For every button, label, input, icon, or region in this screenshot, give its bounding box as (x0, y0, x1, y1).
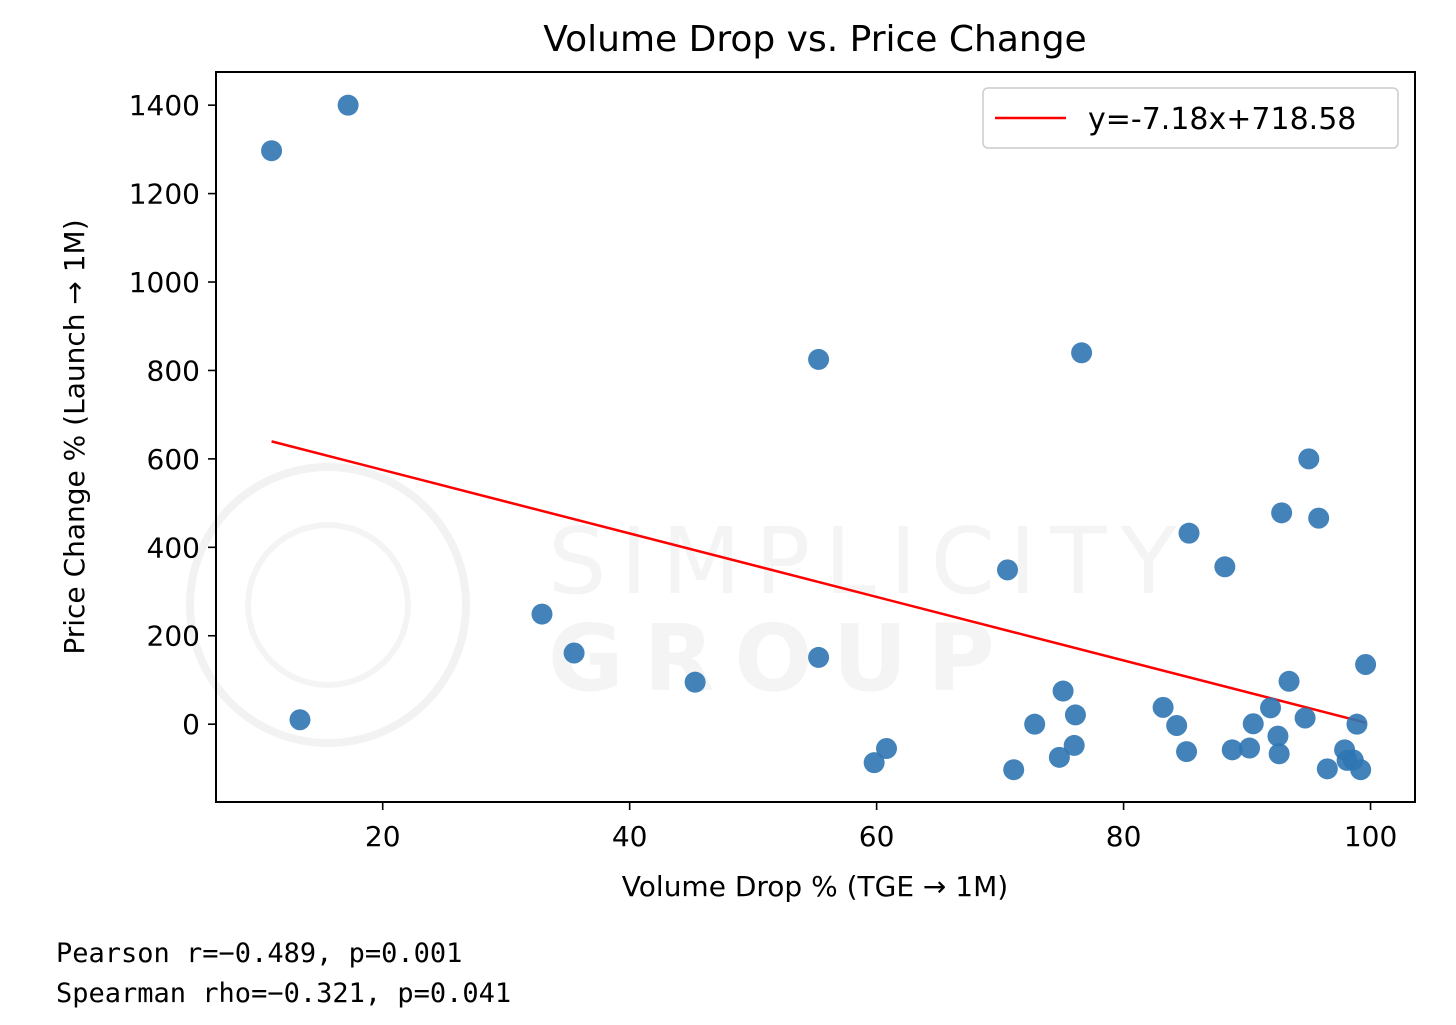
data-point (863, 752, 885, 774)
data-point (1308, 507, 1330, 529)
data-point (1052, 680, 1074, 702)
data-point (1298, 448, 1320, 470)
data-point (1178, 522, 1200, 544)
legend-label: y=-7.18x+718.58 (1088, 102, 1356, 137)
data-point (1242, 713, 1264, 735)
data-point (337, 94, 359, 116)
fit-layer (271, 440, 1366, 724)
data-point (808, 646, 830, 668)
y-axis: 0 200 400 600 800 1000 1200 1400 (129, 89, 216, 741)
y-tick-label: 1400 (129, 89, 200, 122)
x-axis: 20 40 60 80 100 (365, 802, 1397, 853)
x-tick-label: 100 (1344, 820, 1397, 853)
watermark-logo-inner (245, 522, 411, 688)
y-tick-label: 800 (147, 354, 200, 387)
x-tick-label: 20 (365, 820, 401, 853)
data-point (1316, 758, 1338, 780)
data-point (808, 348, 830, 370)
data-point (289, 709, 311, 731)
y-tick-label: 1200 (129, 178, 200, 211)
legend: y=-7.18x+718.58 (982, 87, 1399, 149)
data-point (1214, 556, 1236, 578)
data-point (997, 559, 1019, 581)
legend-box (982, 87, 1399, 149)
regression-line (271, 440, 1366, 724)
data-point (1294, 707, 1316, 729)
scatter-chart: SIMPLICITY GROUP Volume Drop vs. Price C… (58, 19, 1416, 903)
data-point (1003, 759, 1025, 781)
data-point (1278, 670, 1300, 692)
x-axis-label: Volume Drop % (TGE → 1M) (622, 870, 1008, 903)
data-point (1267, 725, 1289, 747)
chart-title: Volume Drop vs. Price Change (543, 19, 1086, 60)
data-point (1260, 697, 1282, 719)
x-tick-label: 80 (1106, 820, 1142, 853)
data-point (876, 737, 898, 759)
watermark-logo-icon (186, 463, 470, 747)
y-axis-label: Price Change % (Launch → 1M) (58, 219, 91, 654)
data-point (1271, 502, 1293, 524)
data-point (1355, 653, 1377, 675)
data-point (531, 603, 553, 625)
y-tick-label: 1000 (129, 266, 200, 299)
data-point (261, 140, 283, 162)
data-point (563, 642, 585, 664)
y-tick-label: 0 (182, 708, 200, 741)
data-point (1048, 746, 1070, 768)
data-point (1176, 741, 1198, 763)
x-tick-label: 60 (859, 820, 895, 853)
watermark-line1: SIMPLICITY (548, 508, 1191, 615)
pearson-stats: Pearson r=−0.489, p=0.001 (56, 938, 463, 969)
data-point (684, 671, 706, 693)
data-point (1350, 759, 1372, 781)
y-tick-label: 200 (147, 620, 200, 653)
points-layer (261, 94, 1377, 781)
data-point (1024, 713, 1046, 735)
data-point (1346, 713, 1368, 735)
data-point (1221, 739, 1243, 761)
x-tick-label: 40 (612, 820, 648, 853)
data-point (1063, 734, 1085, 756)
y-tick-label: 600 (147, 443, 200, 476)
data-point (1152, 696, 1174, 718)
plot-frame (215, 71, 1416, 803)
spearman-stats: Spearman rho=−0.321, p=0.041 (56, 978, 512, 1009)
data-point (1064, 704, 1086, 726)
data-point (1268, 743, 1290, 765)
y-tick-label: 400 (147, 531, 200, 564)
watermark-line2: GROUP (548, 605, 1015, 712)
data-point (1071, 342, 1093, 364)
data-point (1239, 737, 1261, 759)
watermark: SIMPLICITY GROUP (186, 463, 1191, 747)
data-point (1166, 715, 1188, 737)
